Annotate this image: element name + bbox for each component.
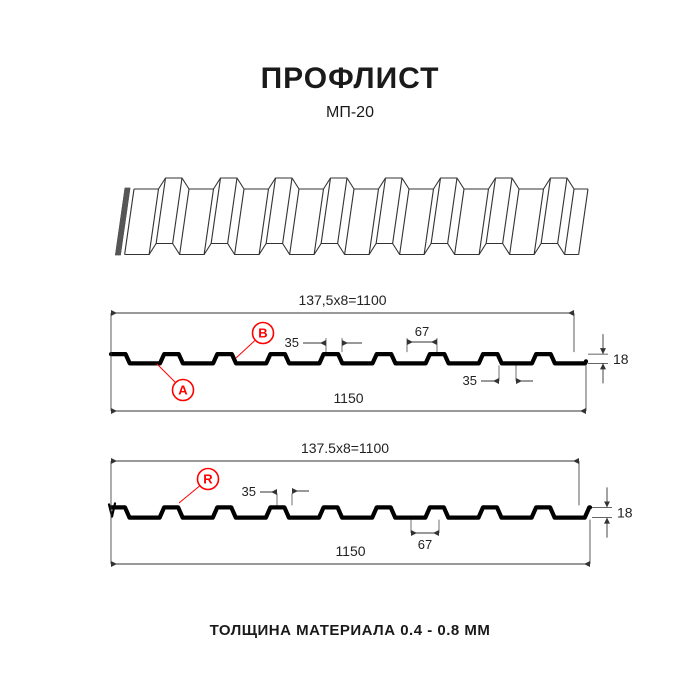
svg-text:A: A — [178, 383, 188, 398]
svg-text:18: 18 — [617, 505, 633, 521]
svg-text:35: 35 — [285, 335, 299, 350]
svg-text:67: 67 — [415, 324, 429, 339]
svg-text:35: 35 — [242, 484, 256, 499]
svg-text:35: 35 — [463, 373, 477, 388]
svg-text:B: B — [258, 326, 267, 341]
svg-text:137.5x8=1100: 137.5x8=1100 — [301, 440, 389, 456]
svg-text:137,5x8=1100: 137,5x8=1100 — [298, 292, 386, 308]
svg-text:1150: 1150 — [333, 390, 363, 406]
svg-text:1150: 1150 — [335, 543, 365, 559]
svg-text:67: 67 — [418, 537, 432, 552]
svg-text:R: R — [203, 472, 213, 487]
svg-text:18: 18 — [613, 351, 629, 367]
